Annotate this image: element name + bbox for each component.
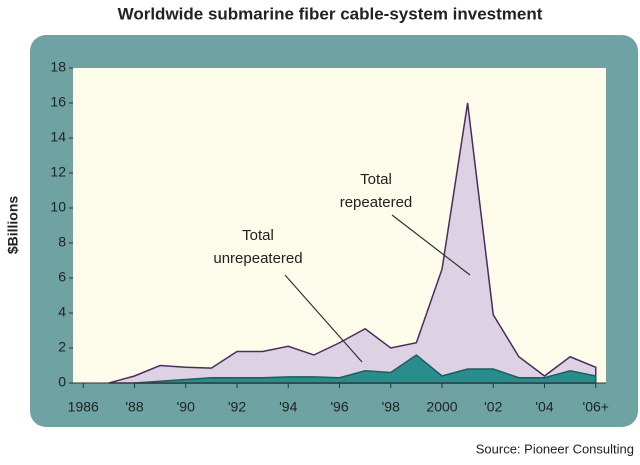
x-tick-label: '88 [125, 399, 143, 415]
y-tick-label: 6 [58, 269, 66, 285]
x-tick-label: '04 [535, 399, 553, 415]
source: Source: Pioneer Consulting [476, 441, 634, 456]
chart-title: Worldwide submarine fiber cable-system i… [118, 4, 543, 23]
area [108, 102, 597, 384]
y-axis-label: $Billions [5, 196, 21, 255]
plot-area [73, 68, 606, 383]
y-tick-label: 0 [58, 374, 66, 390]
x-tick-label: '90 [177, 399, 195, 415]
y-tick-label: 4 [58, 304, 66, 320]
leader-line [391, 214, 471, 276]
annotation: Total [242, 227, 274, 244]
x-tick-label: 2000 [426, 399, 457, 415]
area [134, 354, 597, 384]
y-tick-label: 8 [58, 234, 66, 250]
leader-line [284, 274, 363, 363]
annotation: unrepeatered [213, 250, 302, 267]
annotation: Total [360, 171, 392, 188]
x-tick-label: '96 [330, 399, 348, 415]
x-tick-label: '94 [279, 399, 297, 415]
y-tick-label: 10 [50, 199, 66, 215]
x-tick-label: '06+ [583, 399, 609, 415]
y-tick-label: 2 [58, 339, 66, 355]
x-tick-label: '02 [484, 399, 502, 415]
y-tick-label: 16 [50, 94, 66, 110]
y-tick-label: 18 [50, 59, 66, 75]
x-tick-label: 1986 [68, 399, 99, 415]
x-tick-label: '92 [228, 399, 246, 415]
y-tick-label: 12 [50, 164, 66, 180]
y-tick-label: 14 [50, 129, 66, 145]
annotation: repeatered [340, 194, 413, 211]
marks [108, 102, 597, 384]
x-tick-label: '98 [382, 399, 400, 415]
